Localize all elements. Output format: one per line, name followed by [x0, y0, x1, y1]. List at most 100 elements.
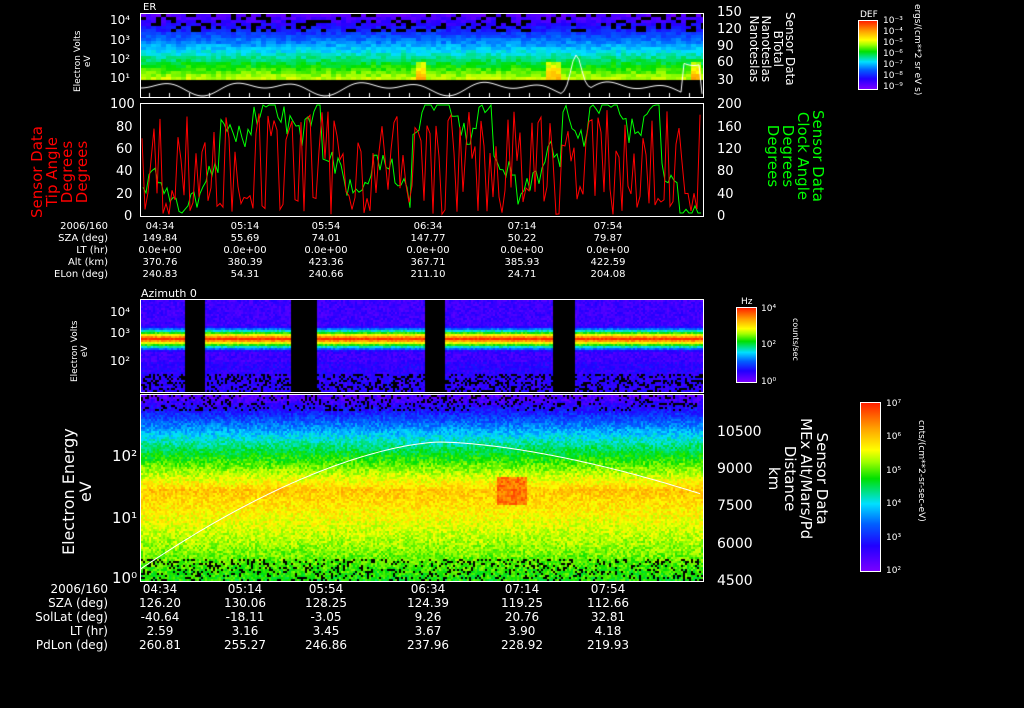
axis-value: 79.87 [593, 233, 623, 244]
rlabel-line: Degrees [779, 124, 797, 188]
axis-value: 9.26 [414, 610, 442, 624]
azimuth-spectrogram [141, 300, 703, 392]
colorbar3 [736, 307, 757, 383]
axis-value: 54.31 [230, 269, 260, 280]
axis-row-label: 2006/160 [50, 582, 109, 596]
axis-value: 204.08 [590, 269, 626, 280]
cb-tick: 10² [886, 566, 902, 576]
axis-value: 112.66 [587, 596, 629, 610]
axis-value: 74.01 [311, 233, 341, 244]
rtick: 4500 [717, 573, 753, 589]
rtick: 120 [717, 142, 742, 157]
axis-row-label: SolLat (deg) [35, 610, 108, 624]
cb-tick: 10⁻⁹ [883, 82, 903, 92]
colorbar3-title: Hz [741, 297, 753, 307]
axis-value: 385.93 [504, 257, 540, 268]
panel1-frame [140, 13, 704, 98]
rtick: 7500 [717, 498, 753, 514]
panel1-ylabel: Electron Volts eV [73, 31, 93, 92]
time-tick-label: 07:14 [507, 221, 537, 232]
time-tick-label: 07:54 [593, 221, 623, 232]
axis-value: -40.64 [140, 610, 180, 624]
panel4-ylabel: Electron Energy eV [59, 428, 95, 555]
axis-value: 370.76 [142, 257, 178, 268]
panel2-llabel: Sensor Data Tip Angle Degrees Degrees [28, 126, 91, 218]
ylabel-text: Electron Volts [70, 320, 80, 382]
cb-tick: 10⁻⁸ [883, 71, 903, 81]
time-tick-label: 05:14 [227, 582, 263, 596]
electron-energy-spectrogram [141, 395, 703, 581]
ytick: 10⁴ [110, 305, 131, 319]
cb-tick: 10³ [886, 533, 902, 543]
axis-value: 0.0e+00 [500, 245, 544, 256]
axis-value: 128.25 [305, 596, 347, 610]
panel3-frame [140, 299, 704, 393]
axis-row-label: PdLon (deg) [35, 638, 108, 652]
axis-value: 24.71 [507, 269, 537, 280]
axis-value: 211.10 [410, 269, 446, 280]
ytick: 60 [116, 142, 133, 157]
ytick: 40 [116, 164, 133, 179]
axis-value: 246.86 [305, 638, 347, 652]
axis-value: 3.90 [508, 624, 536, 638]
colorbar1 [858, 20, 878, 90]
time-tick-label: 05:14 [230, 221, 260, 232]
ytick: 20 [116, 187, 133, 202]
time-tick-label: 04:34 [142, 582, 178, 596]
axis-value: 255.27 [224, 638, 266, 652]
axis-value: 119.25 [501, 596, 543, 610]
cb-tick: 10⁻⁴ [883, 27, 903, 37]
axis-row-label: Alt (km) [67, 257, 108, 268]
axis-value: 50.22 [507, 233, 537, 244]
time-tick-label: 07:54 [590, 582, 626, 596]
axis-row-label: LT (hr) [76, 245, 108, 256]
axis-value: 380.39 [227, 257, 263, 268]
axis-value: 367.71 [410, 257, 446, 268]
rlabel-line: Clock Angle [794, 111, 812, 201]
rtick: 160 [717, 120, 742, 135]
axis-value: 219.93 [587, 638, 629, 652]
yunit-text: eV [76, 481, 95, 503]
rlabel-line: Nanoteslas [747, 15, 761, 83]
llabel-line: Degrees [73, 140, 91, 204]
cb-tick: 10⁶ [886, 432, 902, 442]
axis-value: 240.66 [308, 269, 344, 280]
ytick: 10² [110, 52, 131, 66]
ytick: 80 [116, 120, 133, 135]
colorbar4-unit: cnts/(cm**2-sr-sec-eV) [916, 420, 926, 522]
axis-value: 130.06 [224, 596, 266, 610]
yunit-text: eV [80, 345, 90, 358]
angle-plot [140, 103, 704, 217]
cb-tick: 10⁻³ [883, 16, 903, 26]
time-tick-label: 05:54 [308, 582, 344, 596]
colorbar3-unit: counts/sec [791, 318, 800, 361]
axis-value: 4.18 [594, 624, 622, 638]
colorbar1-unit: ergs/(cm**2 sr eV s) [912, 4, 922, 96]
ytick: 10³ [110, 326, 131, 340]
rtick: 60 [717, 55, 734, 70]
rtick: 9000 [717, 461, 753, 477]
axis-row-label: 2006/160 [60, 221, 108, 232]
rlabel-line: km [765, 466, 783, 491]
ytick: 10³ [110, 33, 131, 47]
time-tick-label: 06:34 [410, 582, 446, 596]
ytick: 0 [124, 209, 133, 224]
time-tick-label: 07:14 [504, 582, 540, 596]
rtick: 40 [717, 187, 734, 202]
axis-value: 228.92 [501, 638, 543, 652]
panel3-ylabel: Electron Volts eV [70, 321, 90, 382]
ytick: 10⁴ [110, 13, 131, 27]
rtick: 200 [717, 97, 742, 112]
ylabel-text: Electron Volts [73, 30, 83, 92]
panel4-rlabel: Sensor Data MEx Alt/Mars/Pd Distance km [765, 418, 831, 539]
axis-value: 32.81 [590, 610, 626, 624]
axis-value: 3.45 [312, 624, 340, 638]
rlabel-line: Distance [781, 445, 799, 512]
axis-row-label: SZA (deg) [58, 233, 108, 244]
ytick: 10⁰ [112, 569, 138, 587]
cb-tick: 10⁻⁷ [883, 60, 903, 70]
rtick: 6000 [717, 536, 753, 552]
rlabel-line: Sensor Data [809, 110, 827, 202]
cb-tick: 10⁵ [886, 466, 902, 476]
rtick: 0 [717, 209, 726, 224]
